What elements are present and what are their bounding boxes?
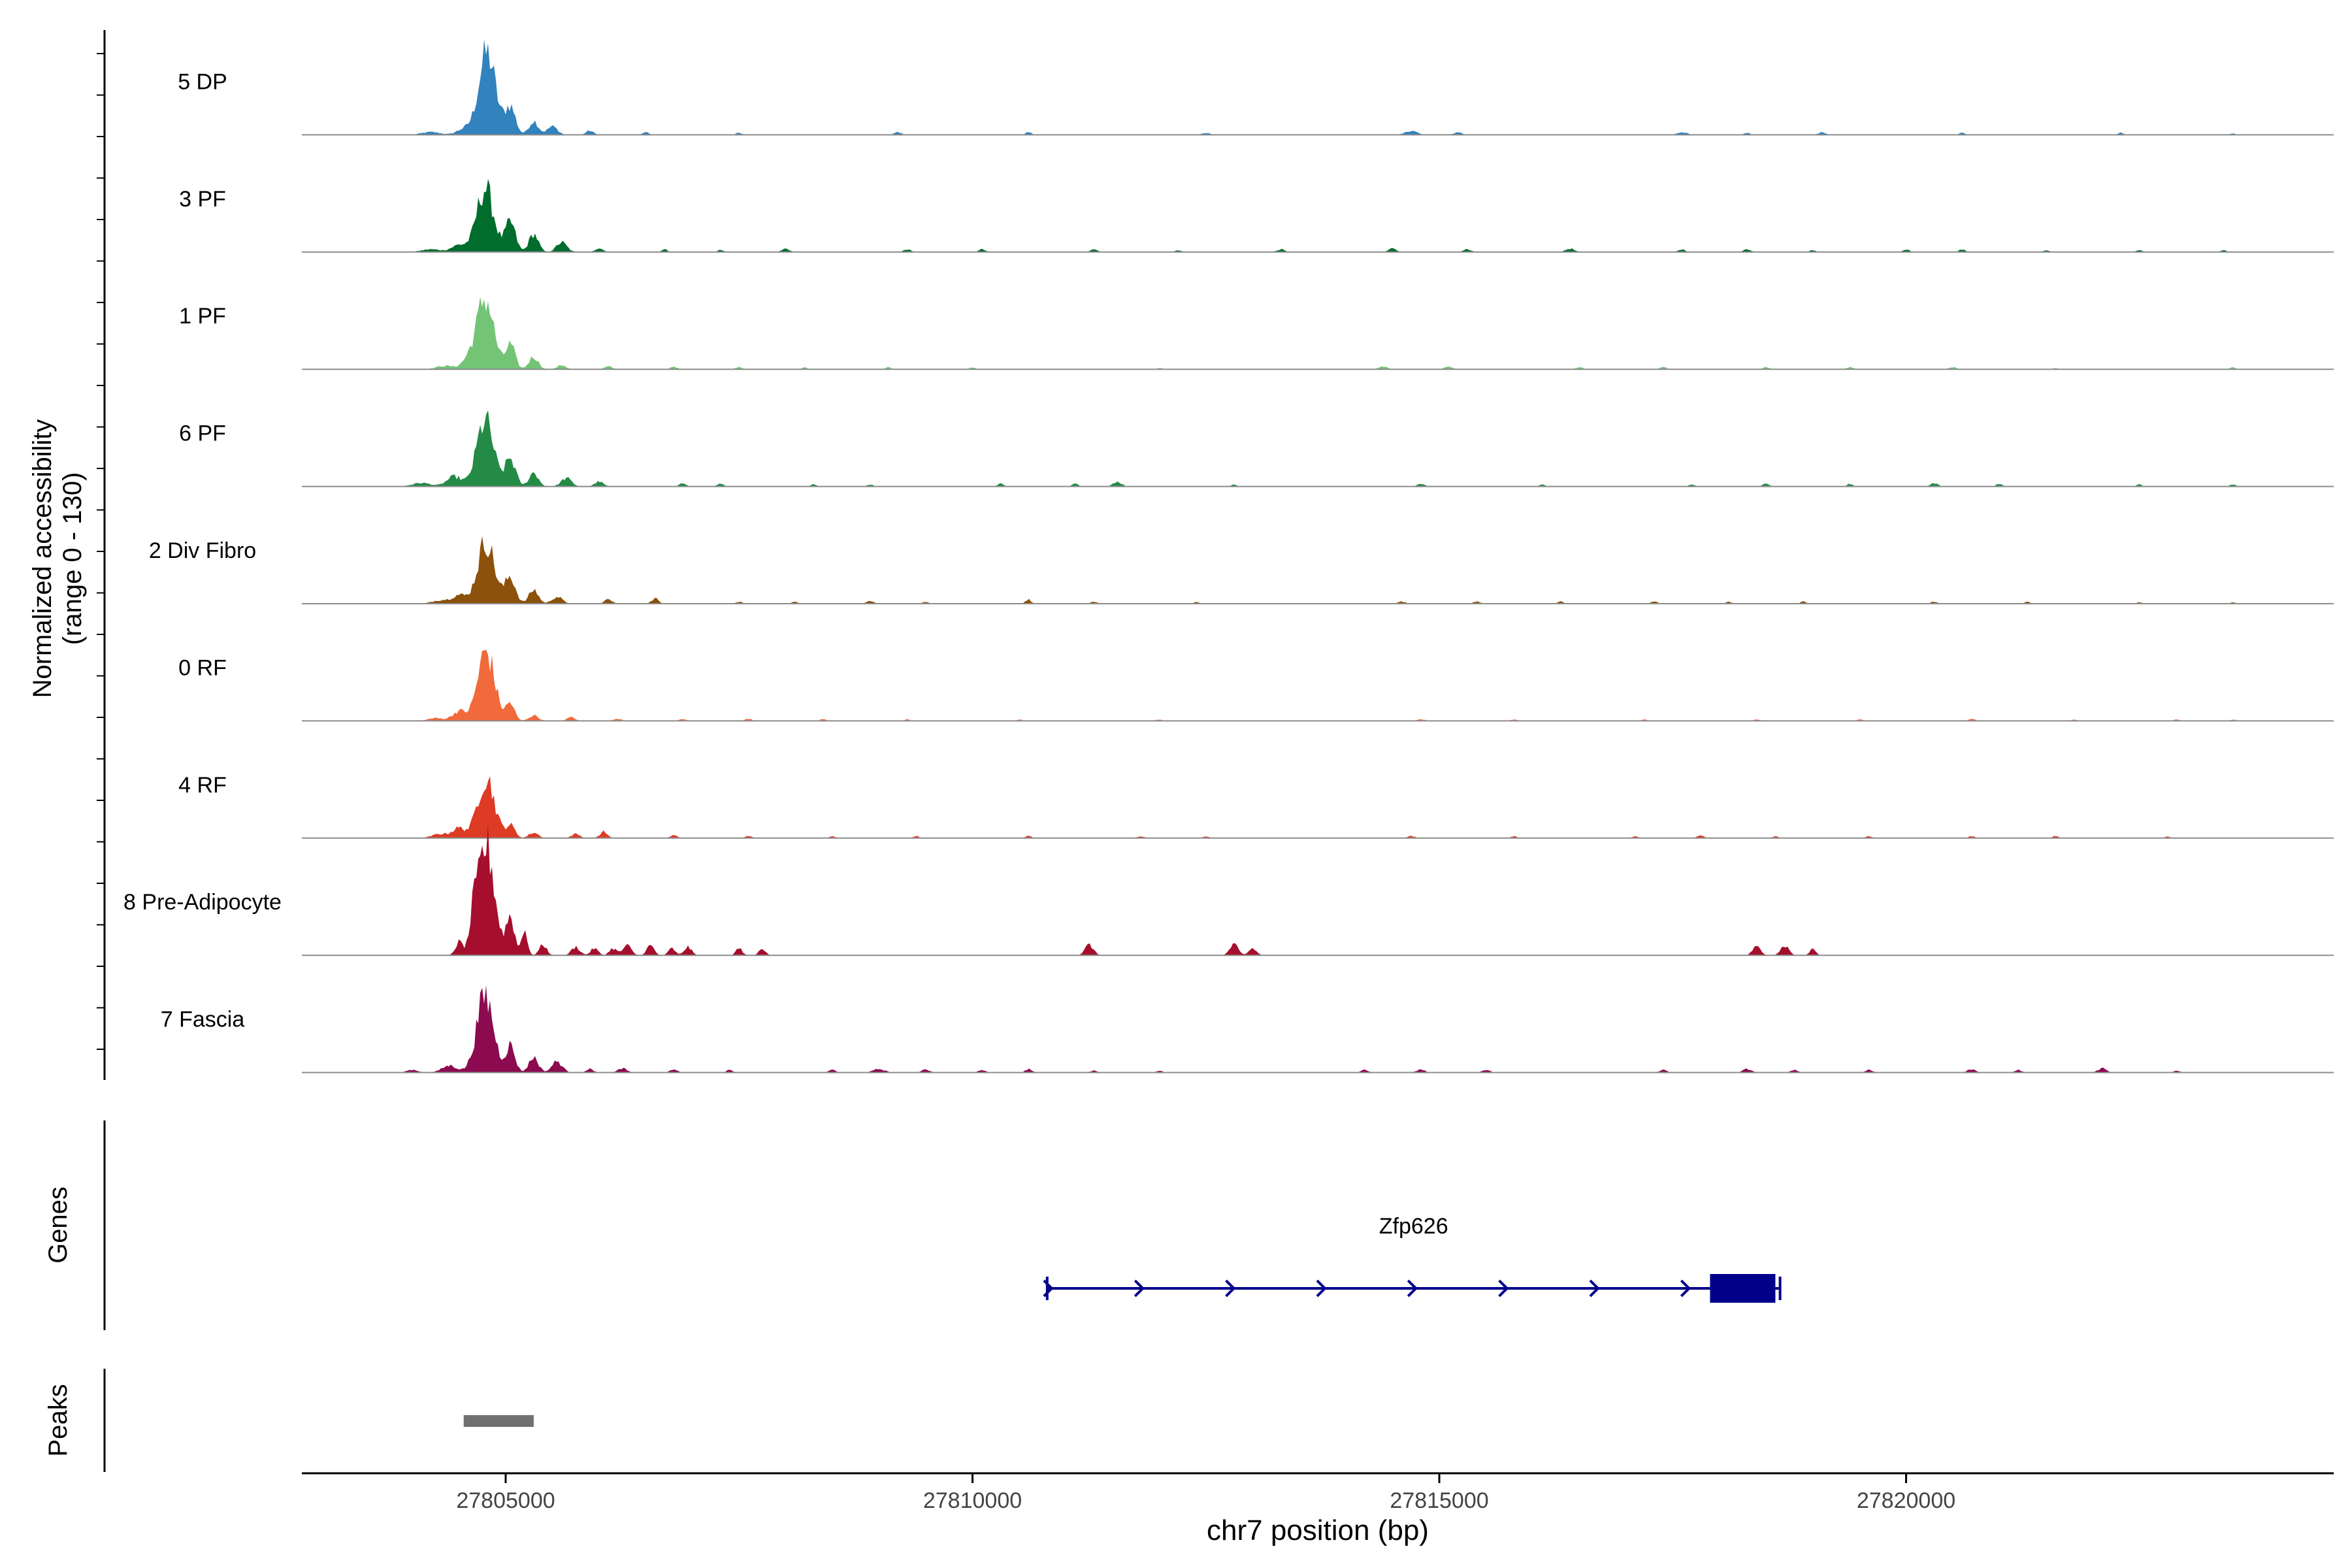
- strand-arrow: [1134, 1279, 1145, 1298]
- track-label: 3 PF: [179, 187, 226, 212]
- coverage-area: [302, 410, 2321, 487]
- track-label: 8 Pre-Adipocyte: [123, 890, 282, 915]
- track-label: 0 RF: [178, 655, 227, 680]
- peaks-track: [463, 1415, 534, 1427]
- coverage-area: [302, 297, 2321, 370]
- gene-coding-exon: [1710, 1274, 1776, 1303]
- gene-annotation-track: Zfp626: [1043, 1214, 1782, 1303]
- track-8-pre-adipocyte: 8 Pre-Adipocyte: [123, 823, 2334, 956]
- peak-region: [463, 1415, 534, 1427]
- x-tick-label: 27815000: [1390, 1488, 1488, 1513]
- y-axis-range-label: (range 0 - 130): [58, 472, 87, 645]
- strand-arrow: [1589, 1279, 1600, 1298]
- track-label: 7 Fascia: [161, 1007, 245, 1032]
- y-axis-ticks: [97, 53, 105, 1050]
- track-label: 1 PF: [179, 304, 226, 329]
- gene-name-label: Zfp626: [1379, 1214, 1448, 1239]
- y-axis-title: Normalized accessibility: [28, 419, 57, 698]
- coverage-area: [302, 649, 2321, 721]
- coverage-area: [302, 39, 2321, 135]
- peaks-track-label: Peaks: [44, 1384, 73, 1456]
- x-tick-label: 27820000: [1857, 1488, 1955, 1513]
- strand-arrow: [1680, 1279, 1691, 1298]
- track-0-rf: 0 RF: [178, 649, 2334, 722]
- track-1-pf: 1 PF: [179, 297, 2334, 370]
- coverage-area: [302, 178, 2321, 252]
- track-label: 5 DP: [178, 69, 227, 94]
- coverage-area: [302, 536, 2321, 604]
- track-label: 2 Div Fibro: [149, 538, 256, 563]
- strand-arrow: [1043, 1279, 1054, 1298]
- x-tick-label: 27810000: [923, 1488, 1022, 1513]
- coverage-area: [302, 985, 2321, 1073]
- strand-arrow: [1407, 1279, 1418, 1298]
- x-axis-ticks: 27805000 27810000 27815000 27820000: [456, 1473, 1955, 1513]
- coverage-area: [302, 776, 2321, 838]
- track-5-dp: 5 DP: [178, 39, 2334, 136]
- coverage-tracks: 5 DP 3 PF 1 PF 6 PF 2 Div Fibro 0 RF 4 RF 8 Pre…: [123, 39, 2334, 1073]
- x-axis-title: chr7 position (bp): [1207, 1514, 1429, 1546]
- x-tick-label: 27805000: [456, 1488, 555, 1513]
- coverage-area: [302, 823, 2321, 956]
- genes-track-label: Genes: [44, 1186, 73, 1264]
- track-label: 6 PF: [179, 421, 226, 446]
- gene-model: Zfp626: [1043, 1214, 1782, 1303]
- track-7-fascia: 7 Fascia: [161, 985, 2334, 1073]
- strand-arrow: [1225, 1279, 1236, 1298]
- track-4-rf: 4 RF: [178, 773, 2334, 839]
- track-3-pf: 3 PF: [179, 178, 2334, 253]
- track-2-div-fibro: 2 Div Fibro: [149, 536, 2334, 604]
- strand-arrow: [1498, 1279, 1509, 1298]
- strand-arrow: [1316, 1279, 1327, 1298]
- track-6-pf: 6 PF: [179, 410, 2334, 487]
- track-label: 4 RF: [178, 773, 227, 798]
